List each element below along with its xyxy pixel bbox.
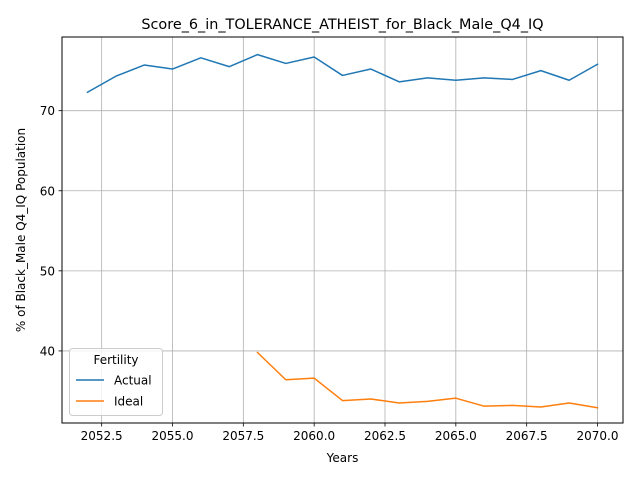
y-axis-label: % of Black_Male Q4_IQ Population: [14, 128, 28, 332]
x-tick-label: 2062.5: [364, 429, 406, 443]
x-tick-label: 2052.5: [81, 429, 123, 443]
series-line-actual: [86, 53, 599, 94]
legend-title: Fertility: [93, 353, 138, 367]
y-tick-label: 40: [40, 344, 55, 358]
series-lines: [86, 53, 599, 409]
legend: Fertility Actual Ideal: [69, 348, 163, 416]
x-tick-label: 2060.0: [293, 429, 335, 443]
x-tick-label: 2065.0: [435, 429, 477, 443]
x-tick-label: 2057.5: [222, 429, 264, 443]
y-tick-label: 70: [40, 104, 55, 118]
plot-frame: [61, 36, 624, 424]
x-tick-label: 2055.0: [152, 429, 194, 443]
x-axis-ticks: 2052.5 2055.0 2057.5 2060.0 2062.5 2065.0 2067…: [81, 423, 619, 443]
y-tick-label: 60: [40, 184, 55, 198]
x-tick-label: 2067.5: [506, 429, 548, 443]
x-axis-label: Years: [326, 451, 359, 465]
y-axis-ticks: 40 50 60 70: [40, 104, 62, 358]
x-tick-label: 2070.0: [577, 429, 619, 443]
chart-title: Score_6_in_TOLERANCE_ATHEIST_for_Black_M…: [141, 17, 543, 33]
legend-box: [69, 348, 163, 416]
series-line-ideal: [256, 351, 599, 409]
legend-label-actual: Actual: [114, 374, 152, 388]
legend-label-ideal: Ideal: [114, 395, 143, 409]
y-tick-label: 50: [40, 264, 55, 278]
